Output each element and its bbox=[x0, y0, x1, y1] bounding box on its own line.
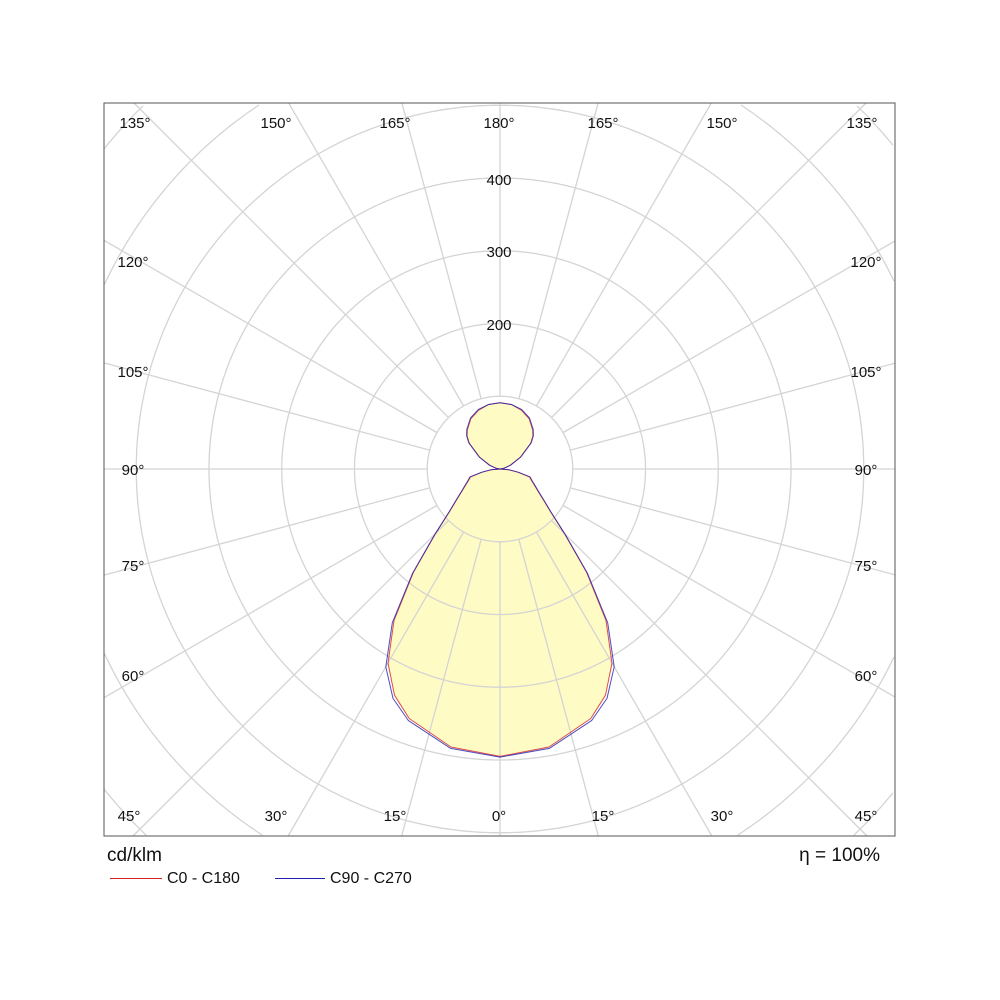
angle-label-right: 75° bbox=[855, 558, 878, 575]
grid-radial-line-225 bbox=[133, 102, 450, 419]
grid-radial-line-15 bbox=[518, 539, 599, 837]
angle-label-left: 90° bbox=[122, 462, 145, 479]
grid-radial-line-345 bbox=[401, 539, 482, 837]
angle-label-bottom: 30° bbox=[265, 808, 288, 825]
angle-label-left: 105° bbox=[117, 364, 148, 381]
grid-radial-line-150 bbox=[535, 102, 712, 407]
grid-radial-line-285 bbox=[103, 487, 430, 576]
angle-label-bottom: 15° bbox=[592, 808, 615, 825]
angle-label-left: 60° bbox=[122, 668, 145, 685]
angle-label-bottom: 15° bbox=[384, 808, 407, 825]
grid-radial-line-210 bbox=[288, 102, 465, 407]
angle-label-top: 165° bbox=[379, 115, 410, 132]
grid-radial-line-330 bbox=[287, 531, 465, 837]
grid-radial-line-165 bbox=[518, 102, 599, 399]
grid-radial-line-105 bbox=[570, 362, 896, 451]
angle-label-top: 180° bbox=[483, 115, 514, 132]
grid-circle-600 bbox=[103, 104, 895, 836]
angle-label-bottom: 30° bbox=[711, 808, 734, 825]
grid-radial-line-30 bbox=[535, 531, 713, 837]
grid-radial-line-135 bbox=[550, 102, 867, 419]
grid-radial-line-75 bbox=[570, 487, 896, 576]
angle-label-top: 150° bbox=[706, 115, 737, 132]
angle-label-right: 120° bbox=[850, 254, 881, 271]
grid-radial-line-60 bbox=[562, 504, 896, 698]
grid-radial-line-315 bbox=[132, 519, 450, 837]
angle-label-bottom: 0° bbox=[492, 808, 506, 825]
legend-line-c0 bbox=[110, 878, 162, 879]
efficiency-label: η = 100% bbox=[799, 845, 880, 866]
angle-label-bottom: 45° bbox=[855, 808, 878, 825]
grid-radial-line-240 bbox=[103, 239, 438, 434]
unit-label: cd/klm bbox=[107, 845, 162, 866]
plot-frame bbox=[103, 102, 896, 837]
angle-label-top: 135° bbox=[119, 115, 150, 132]
legend-label-c0: C0 - C180 bbox=[167, 870, 240, 887]
grid-radial-line-120 bbox=[562, 240, 896, 434]
radial-tick-label: 300 bbox=[486, 244, 511, 261]
angle-label-left: 120° bbox=[117, 254, 148, 271]
angle-label-top: 135° bbox=[846, 115, 877, 132]
radial-tick-label: 400 bbox=[486, 172, 511, 189]
angle-label-left: 75° bbox=[122, 558, 145, 575]
angle-label-right: 105° bbox=[850, 364, 881, 381]
angle-label-bottom: 45° bbox=[118, 808, 141, 825]
series-curve-c90-c270 bbox=[385, 402, 615, 758]
grid-radial-line-195 bbox=[401, 102, 482, 399]
angle-label-top: 165° bbox=[587, 115, 618, 132]
angle-label-right: 60° bbox=[855, 668, 878, 685]
grid-radial-line-45 bbox=[550, 519, 868, 837]
angle-label-right: 90° bbox=[855, 462, 878, 479]
grid-circle-700 bbox=[103, 105, 894, 836]
grid-radial-line-300 bbox=[103, 504, 438, 699]
legend-line-c90 bbox=[275, 878, 325, 879]
legend-label-c90: C90 - C270 bbox=[330, 870, 412, 887]
radial-tick-label: 200 bbox=[486, 317, 511, 334]
grid-radial-line-255 bbox=[103, 362, 430, 451]
angle-label-top: 150° bbox=[260, 115, 291, 132]
